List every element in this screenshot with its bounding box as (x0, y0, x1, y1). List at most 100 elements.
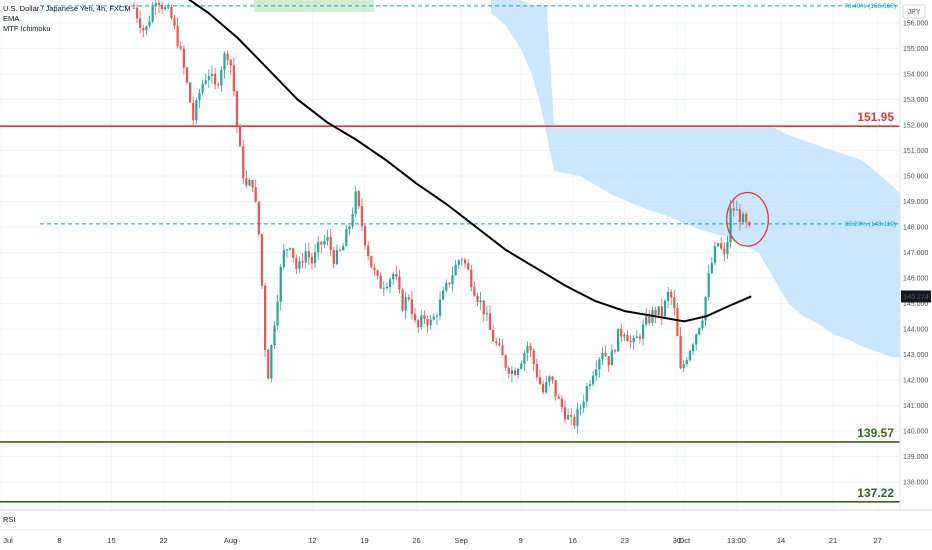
candle-body (554, 380, 557, 397)
fib-levels: 76.40% (156.668) 38.20% (148.119) (40, 3, 900, 228)
time-tick: Jul (3, 536, 13, 545)
candle-body (204, 80, 207, 84)
time-tick: 26 (412, 536, 420, 545)
level-labels: 151.95 139.57 137.22 (857, 110, 894, 500)
candle-body (214, 73, 217, 85)
candle-body (482, 300, 485, 315)
candle-body (666, 291, 670, 301)
candle-body (251, 179, 254, 188)
price-axis[interactable] (900, 0, 932, 510)
candle-body (379, 275, 382, 289)
time-tick: 15 (107, 536, 115, 545)
candle-body (732, 208, 735, 211)
candle-body (276, 301, 279, 326)
candle-body (645, 316, 648, 325)
candle-body (345, 229, 348, 246)
candle-body (192, 102, 195, 121)
candle-body (573, 416, 576, 426)
symbol-title[interactable]: U.S. Dollar / Japanese Yen, 4h, FXCM (3, 4, 131, 13)
candle-body (704, 296, 707, 321)
candle-body (332, 249, 335, 264)
candle-body (357, 191, 360, 207)
time-tick: Aug (224, 536, 237, 545)
price-tick: 154.000 (903, 71, 928, 78)
candle-body (620, 328, 623, 337)
price-tick: 143.000 (903, 352, 928, 359)
candle-body (507, 367, 510, 374)
level-label: 151.95 (857, 110, 894, 124)
time-tick: 19 (360, 536, 368, 545)
ichimoku-legend[interactable]: MTF Ichimoku (3, 24, 51, 33)
candle-body (401, 289, 404, 311)
price-tick: 155.000 (903, 46, 928, 53)
price-tick: 149.000 (903, 199, 928, 206)
candle-body (698, 327, 701, 335)
candle-body (563, 407, 567, 420)
candle-body (735, 209, 738, 211)
candle-body (404, 297, 407, 311)
candle-body (451, 275, 454, 285)
candle-body (426, 318, 429, 326)
price-axis-ticks: 138.000 139.000 140.000 141.000 142.000 143.0… (903, 20, 928, 486)
time-tick: 9 (519, 536, 523, 545)
candle-body (132, 7, 135, 9)
candle-body (442, 290, 445, 300)
candle-body (542, 384, 545, 393)
candle-body (676, 308, 679, 337)
candle-body (535, 364, 538, 378)
fib-label: 76.40% (156.668) (844, 3, 896, 10)
time-tick: 30 (673, 536, 681, 545)
candle-body (398, 276, 401, 290)
candle-body (729, 208, 732, 243)
candle-body (323, 240, 326, 245)
candle-body (167, 7, 170, 9)
candle-body (688, 350, 692, 361)
candle-body (685, 360, 688, 365)
candle-body (720, 243, 723, 249)
candle-body (185, 67, 189, 83)
candle-body (457, 260, 460, 265)
candle-body (513, 370, 517, 375)
ema-line (187, 0, 752, 323)
candle-body (245, 178, 248, 186)
candle-body (695, 334, 698, 345)
candle-body (745, 214, 748, 222)
candle-body (342, 245, 345, 251)
candle-body (579, 407, 582, 409)
candle-body (304, 251, 307, 263)
candle-body (198, 92, 201, 101)
candle-body (407, 297, 410, 300)
candle-body (604, 352, 607, 357)
candle-body (435, 315, 439, 317)
time-tick: Sep (454, 536, 467, 545)
candle-body (195, 100, 198, 121)
highlight-circle (726, 191, 769, 247)
candle-body (567, 415, 570, 420)
candle-body (410, 299, 414, 315)
candle-body (370, 255, 373, 268)
candle-body (701, 320, 704, 328)
candle-body (488, 313, 492, 331)
ema-legend[interactable]: EMA (3, 14, 20, 23)
candle-body (548, 376, 551, 383)
candle-body (145, 26, 148, 31)
currency-box[interactable] (902, 4, 926, 19)
candle-body (526, 346, 529, 354)
candle-body (510, 370, 513, 374)
candle-body (538, 377, 542, 385)
time-tick: 21 (829, 536, 837, 545)
rsi-pane-label[interactable]: RSI (3, 515, 16, 524)
candle-body (310, 257, 314, 264)
candle-body (420, 315, 423, 327)
candle-body (301, 261, 304, 263)
candle-body (388, 279, 392, 287)
candle-body (263, 285, 267, 350)
candle-body (348, 226, 351, 230)
price-tick: 153.000 (903, 97, 928, 104)
candle-body (532, 350, 535, 365)
candle-body (598, 359, 601, 370)
candle-body (470, 269, 473, 288)
candle-body (160, 4, 164, 10)
